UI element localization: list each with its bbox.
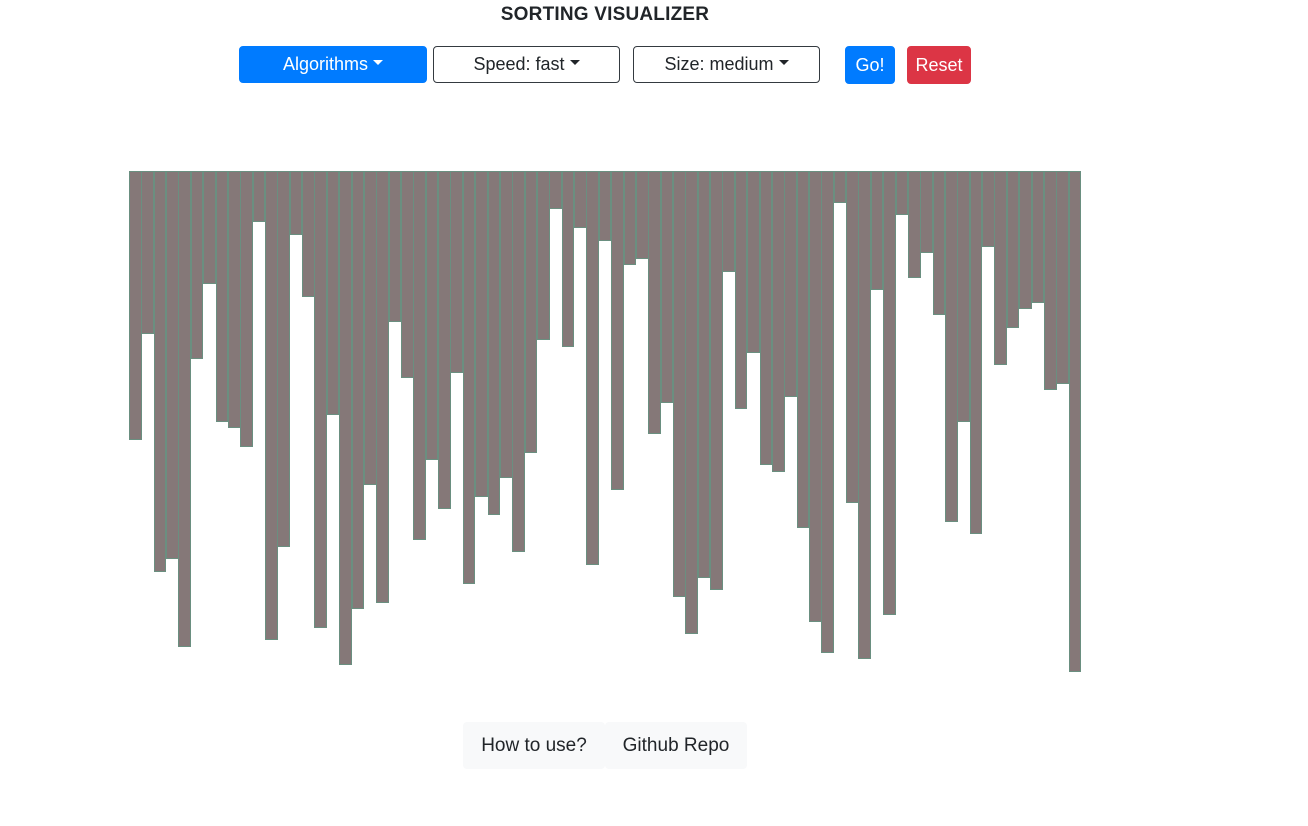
- array-bar: [215, 171, 229, 422]
- algorithms-dropdown[interactable]: Algorithms: [239, 46, 427, 83]
- array-bar: [351, 171, 365, 609]
- array-bar: [710, 171, 723, 590]
- array-bar: [537, 171, 550, 340]
- array-bar: [190, 171, 204, 359]
- array-bar: [883, 171, 896, 615]
- array-bar: [796, 171, 810, 528]
- array-bar: [611, 171, 624, 490]
- array-bar: [809, 171, 822, 622]
- array-bar: [821, 171, 835, 653]
- size-dropdown[interactable]: Size: medium: [633, 46, 820, 83]
- array-bar: [425, 171, 439, 460]
- array-bar: [660, 171, 674, 403]
- algorithms-label: Algorithms: [282, 54, 369, 74]
- speed-dropdown[interactable]: Speed: fast: [433, 46, 620, 83]
- array-bar: [1006, 171, 1020, 328]
- array-bar: [153, 171, 167, 572]
- array-bar: [1031, 171, 1045, 303]
- array-bar: [141, 171, 155, 334]
- page-title: SORTING VISUALIZER: [500, 4, 710, 25]
- array-bar: [524, 171, 538, 453]
- array-bar: [858, 171, 872, 659]
- array-bar: [623, 171, 637, 265]
- array-bar: [635, 171, 649, 259]
- array-bar: [561, 171, 575, 347]
- array-bar: [598, 171, 612, 241]
- array-bar: [277, 171, 291, 547]
- array-bar: [376, 171, 389, 603]
- array-bar: [734, 171, 748, 409]
- array-bar: [784, 171, 797, 397]
- array-bar: [499, 171, 513, 478]
- array-bar: [846, 171, 859, 503]
- array-bar: [339, 171, 352, 665]
- array-bar: [178, 171, 192, 647]
- how-to-use-button[interactable]: How to use?: [463, 722, 605, 769]
- chevron-down-icon: [373, 60, 384, 65]
- array-bar: [462, 171, 476, 584]
- array-bar: [1056, 171, 1069, 384]
- go-button[interactable]: Go!: [845, 46, 895, 84]
- array-bar: [932, 171, 946, 315]
- array-bar: [388, 171, 402, 322]
- array-bar: [438, 171, 451, 509]
- array-bar: [907, 171, 921, 278]
- array-bar: [957, 171, 971, 422]
- array-bar: [129, 171, 142, 440]
- array-bar: [363, 171, 377, 485]
- array-bar: [265, 171, 278, 640]
- array-bar: [302, 171, 315, 297]
- array-bar: [969, 171, 983, 534]
- array-bar: [314, 171, 328, 628]
- array-bar: [833, 171, 847, 203]
- array-bar: [166, 171, 179, 559]
- array-bar: [771, 171, 785, 472]
- array-bar: [240, 171, 253, 447]
- chevron-down-icon: [569, 60, 580, 65]
- array-bar: [413, 171, 427, 540]
- array-bar: [227, 171, 241, 428]
- array-bar: [895, 171, 909, 215]
- reset-button[interactable]: Reset: [907, 46, 971, 84]
- array-bar: [982, 171, 995, 247]
- array-bar: [252, 171, 266, 222]
- array-bar: [697, 171, 711, 578]
- speed-label: Speed: fast: [473, 54, 565, 74]
- array-bar: [1068, 171, 1082, 672]
- array-bar: [747, 171, 760, 353]
- array-bar: [574, 171, 587, 228]
- array-bar: [1043, 171, 1057, 390]
- array-bar: [673, 171, 686, 597]
- array-bar: [1019, 171, 1032, 309]
- array-bar: [450, 171, 464, 373]
- array-bar: [487, 171, 501, 515]
- array-bar: [475, 171, 488, 497]
- array-bar: [722, 171, 736, 272]
- array-bar: [203, 171, 216, 284]
- array-bar: [401, 171, 414, 378]
- chevron-down-icon: [778, 60, 789, 65]
- array-bar: [945, 171, 958, 522]
- array-bar: [648, 171, 661, 434]
- array-bar: [685, 171, 699, 634]
- array-bar: [870, 171, 884, 290]
- github-repo-link[interactable]: Github Repo: [605, 722, 747, 769]
- array-bar: [920, 171, 933, 253]
- array-bar: [994, 171, 1008, 365]
- size-label: Size: medium: [664, 54, 774, 74]
- array-bar: [512, 171, 525, 552]
- array-bar: [759, 171, 773, 465]
- array-bar: [549, 171, 563, 209]
- array-bar: [289, 171, 303, 235]
- array-bar: [326, 171, 340, 415]
- array-bar: [586, 171, 600, 565]
